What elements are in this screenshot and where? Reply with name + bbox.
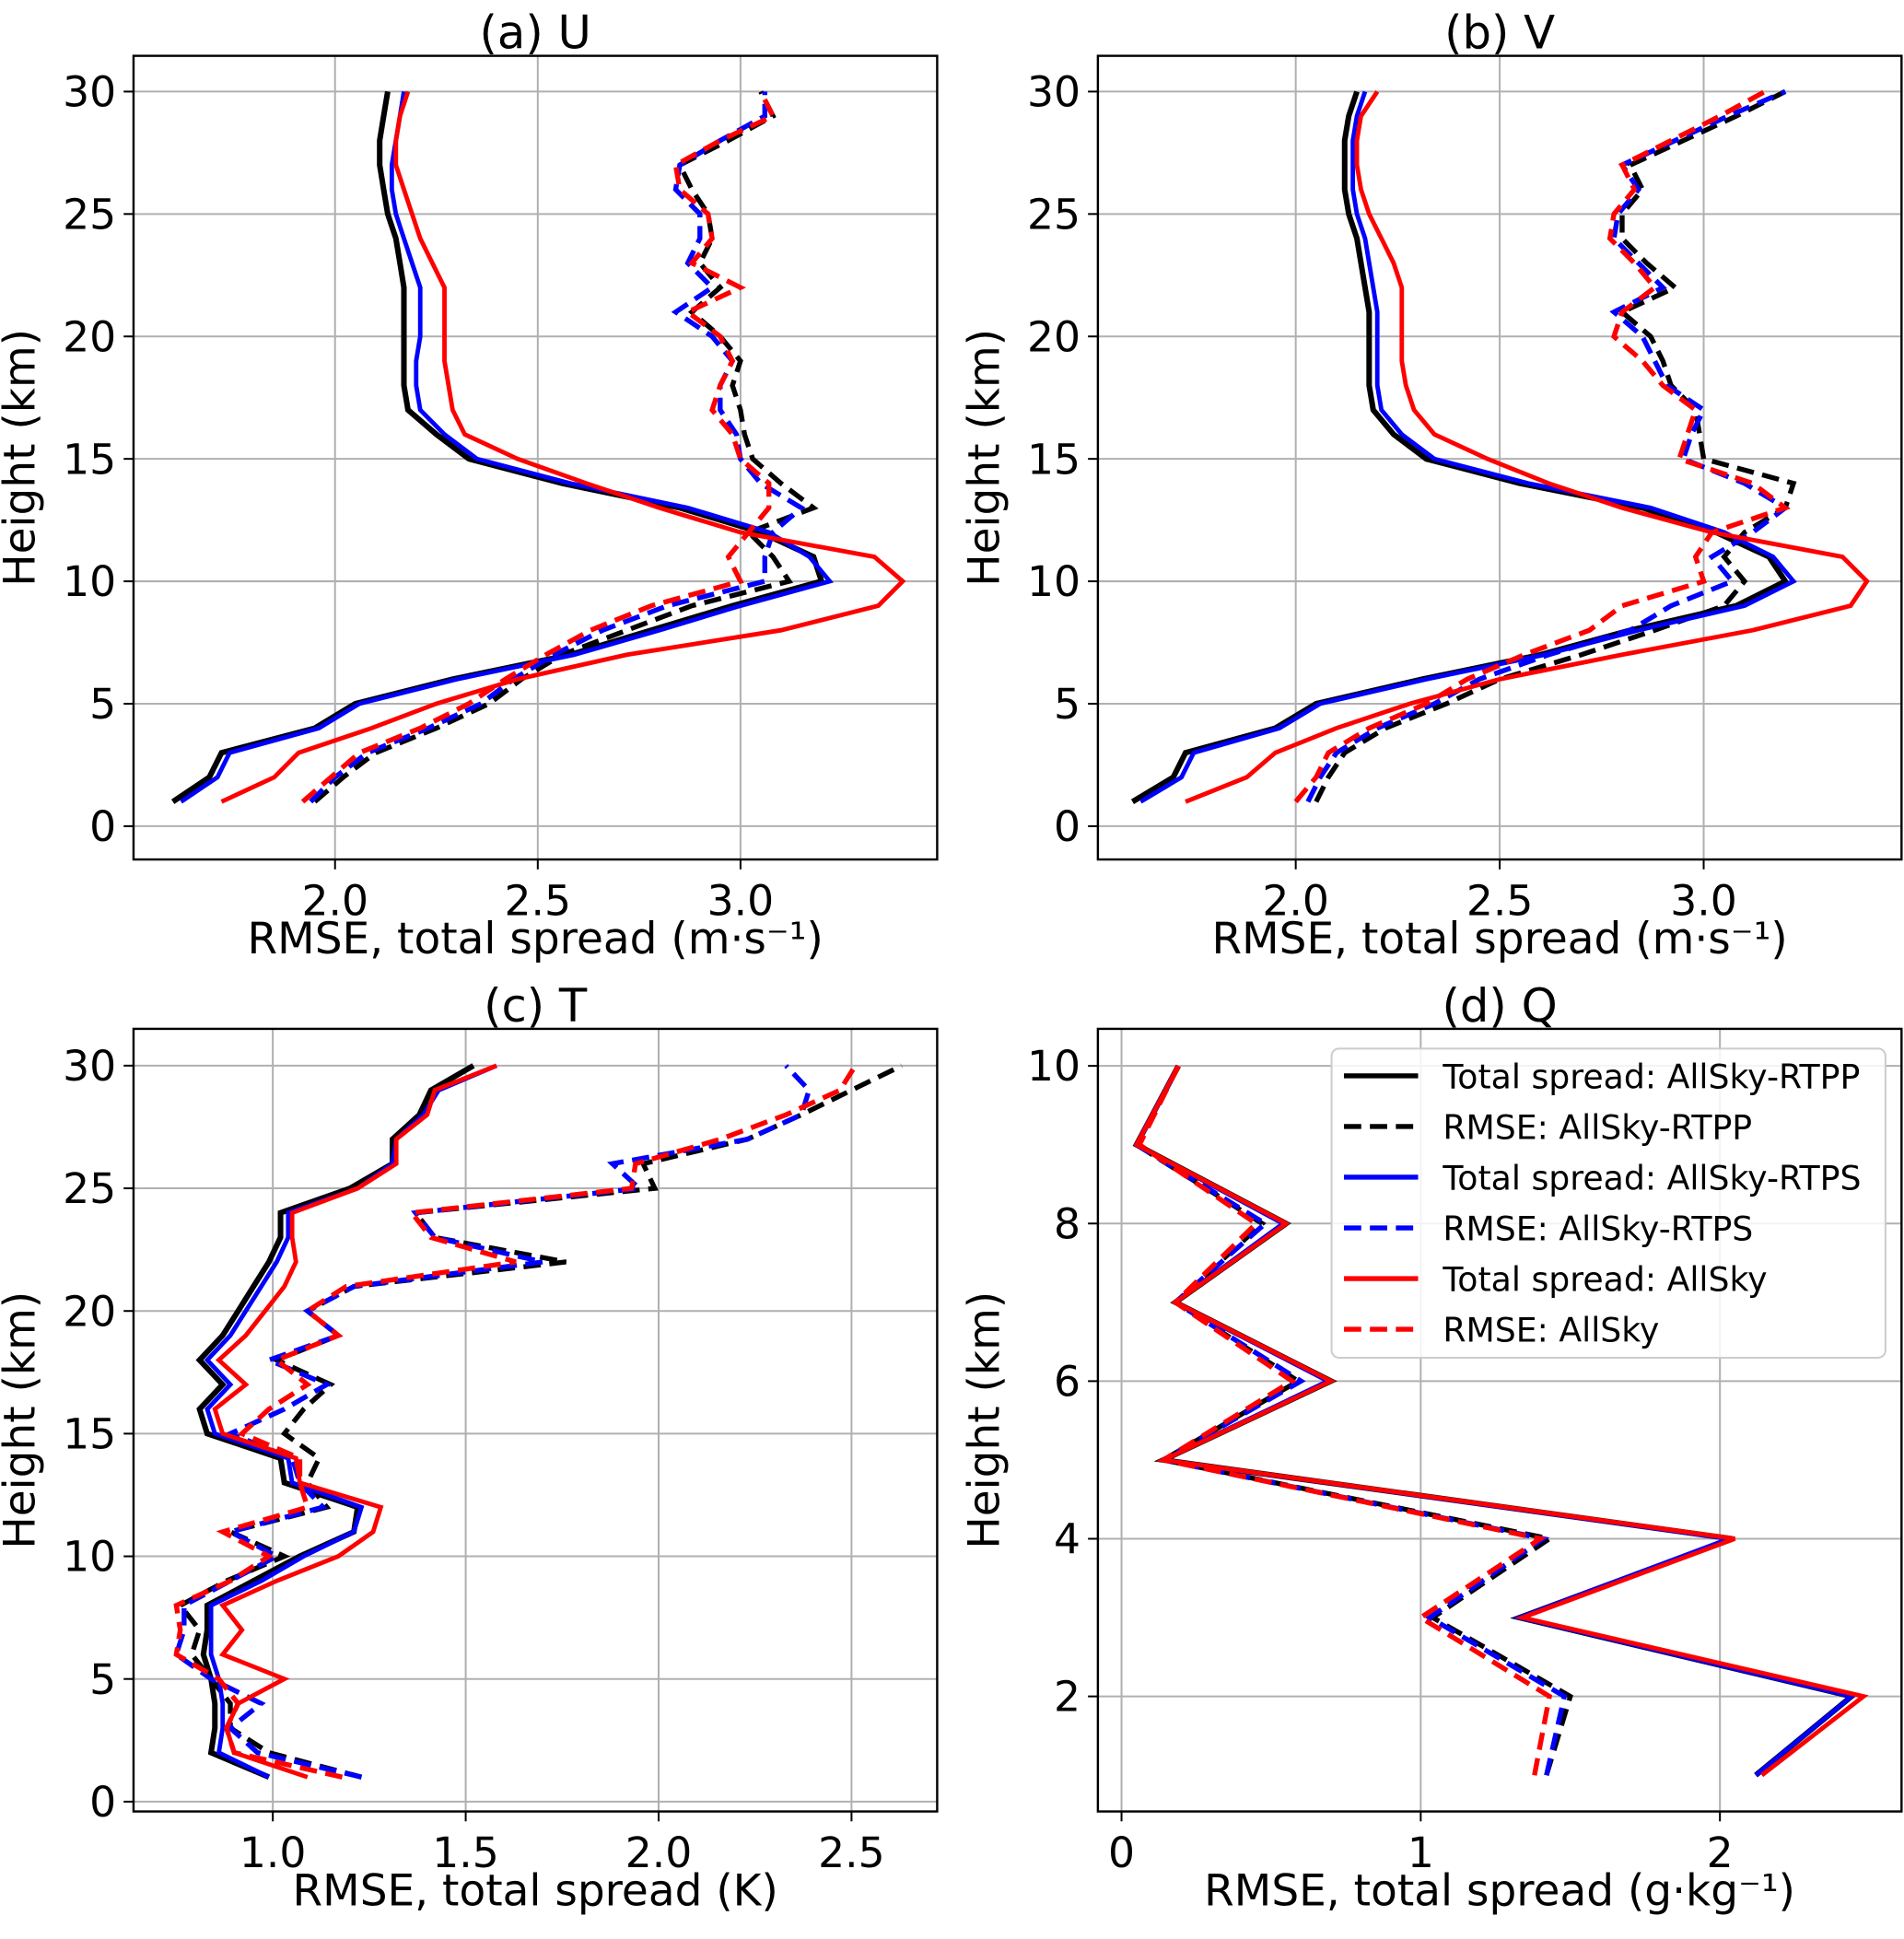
plot-frame (1096, 1027, 1903, 1813)
y-tick-label: 4 (1054, 1515, 1080, 1564)
y-tick-label: 0 (1054, 802, 1080, 851)
series-line-total-spread-allsky (212, 1063, 497, 1780)
x-tick-label: 0 (1108, 1828, 1135, 1877)
x-tick-label: 3.0 (707, 876, 775, 925)
y-tick-label: 10 (63, 557, 116, 606)
subplot-b: 2.0 2.5 3.0 0 5 10 15 20 25 30 (b) V RMSE, total sp… (960, 6, 1903, 964)
series-line-rmse-allsky-rtpp (1314, 88, 1797, 803)
x-tick-label: 2.5 (818, 1828, 885, 1877)
legend-label: Total spread: AllSky (1442, 1259, 1767, 1299)
y-tick-label: 30 (63, 1042, 116, 1091)
x-tick-label: 3.0 (1670, 876, 1737, 925)
series-line-rmse-allsky (173, 1064, 858, 1780)
y-tick-label: 15 (63, 435, 116, 484)
subplot-title: (c) T (484, 979, 588, 1033)
x-tick-label: 2.5 (1466, 876, 1534, 925)
y-axis-label: Height (km) (960, 1291, 1010, 1549)
subplot-title: (d) Q (1443, 979, 1558, 1033)
x-tick-label: 1.5 (432, 1828, 499, 1877)
y-tick-label: 25 (63, 190, 116, 239)
legend: Total spread: AllSky-RTPP RMSE: AllSky-RT… (1330, 1047, 1886, 1359)
y-tick-label: 8 (1054, 1199, 1080, 1248)
y-axis-label: Height (km) (0, 329, 46, 587)
y-tick-label: 30 (63, 68, 116, 117)
series-line-total-spread-allsky-rtps (1139, 90, 1797, 804)
y-tick-label: 5 (89, 680, 116, 729)
y-tick-label: 20 (63, 312, 116, 361)
y-axis-label: Height (km) (960, 329, 1010, 587)
legend-label: Total spread: AllSky-RTPS (1442, 1158, 1861, 1197)
y-tick-label: 5 (89, 1655, 116, 1704)
x-tick-label: 1 (1408, 1828, 1434, 1877)
series-line-total-spread-allsky-rtps (180, 91, 835, 804)
y-tick-label: 10 (63, 1533, 116, 1582)
y-tick-label: 0 (89, 802, 116, 851)
series-line-rmse-allsky-rtpp (176, 1063, 904, 1780)
subplot-d: 0 1 2 2 4 6 8 10 (d) Q RMSE, total spread (g·kg⁻¹… (960, 979, 1903, 1917)
x-axis-label: RMSE, total spread (m·s⁻¹) (248, 914, 824, 964)
x-axis-label: RMSE, total spread (g·kg⁻¹) (1204, 1866, 1795, 1917)
x-axis-label: RMSE, total spread (K) (293, 1866, 778, 1917)
series-line-rmse-allsky-rtps (173, 1064, 812, 1780)
plot-frame (132, 1027, 939, 1813)
x-tick-label: 2.0 (1262, 876, 1329, 925)
x-tick-label: 2.5 (505, 876, 572, 925)
subplot-c: 1.0 1.5 2.0 2.5 0 5 10 15 20 25 30 (c) T RMSE, total… (0, 979, 939, 1917)
series-line-rmse-allsky-rtpp (312, 90, 819, 804)
series-line-rmse-allsky-rtps (1305, 88, 1790, 803)
y-axis-label: Height (km) (0, 1291, 46, 1549)
x-tick-label: 2 (1707, 1828, 1734, 1877)
y-tick-label: 15 (63, 1409, 116, 1458)
subplot-title: (b) V (1444, 6, 1555, 60)
y-tick-label: 25 (1027, 190, 1080, 239)
legend-box (1330, 1047, 1886, 1359)
y-tick-label: 25 (63, 1164, 116, 1213)
x-tick-label: 2.0 (625, 1828, 693, 1877)
y-tick-label: 6 (1054, 1357, 1080, 1406)
legend-label: RMSE: AllSky (1443, 1311, 1659, 1350)
plot-frame (132, 54, 939, 861)
y-tick-label: 2 (1054, 1673, 1080, 1722)
x-tick-label: 1.0 (239, 1828, 307, 1877)
series-line-total-spread-allsky-rtpp (195, 1063, 475, 1781)
x-tick-label: 2.0 (301, 876, 368, 925)
x-axis-label: RMSE, total spread (m·s⁻¹) (1211, 914, 1787, 964)
subplot-title: (a) U (480, 6, 591, 60)
y-tick-label: 10 (1027, 1042, 1080, 1091)
y-tick-label: 15 (1027, 435, 1080, 484)
y-tick-label: 10 (1027, 557, 1080, 606)
series-line-rmse-allsky (1293, 89, 1791, 804)
series-line-rmse-allsky (300, 90, 777, 804)
legend-label: Total spread: AllSky-RTPP (1442, 1057, 1860, 1096)
series-line-rmse-allsky-rtpp (1133, 1064, 1573, 1776)
series-line-total-spread-allsky (1185, 90, 1870, 804)
series-line-total-spread-allsky-rtps (204, 1063, 497, 1780)
y-tick-label: 20 (1027, 312, 1080, 361)
y-tick-label: 5 (1054, 680, 1080, 729)
series-line-total-spread-allsky (1133, 1065, 1869, 1778)
series-line-total-spread-allsky (220, 90, 906, 804)
y-tick-label: 30 (1027, 68, 1080, 117)
y-tick-label: 0 (89, 1778, 116, 1827)
legend-label: RMSE: AllSky-RTPP (1443, 1107, 1752, 1147)
legend-label: RMSE: AllSky-RTPS (1443, 1209, 1753, 1248)
y-tick-label: 20 (63, 1287, 116, 1336)
series-line-rmse-allsky (1136, 1065, 1553, 1776)
subplot-a: 2.0 2.5 3.0 0 5 10 15 20 25 30 (a) U RMSE, total sp… (0, 6, 939, 964)
plot-frame (1096, 54, 1903, 861)
